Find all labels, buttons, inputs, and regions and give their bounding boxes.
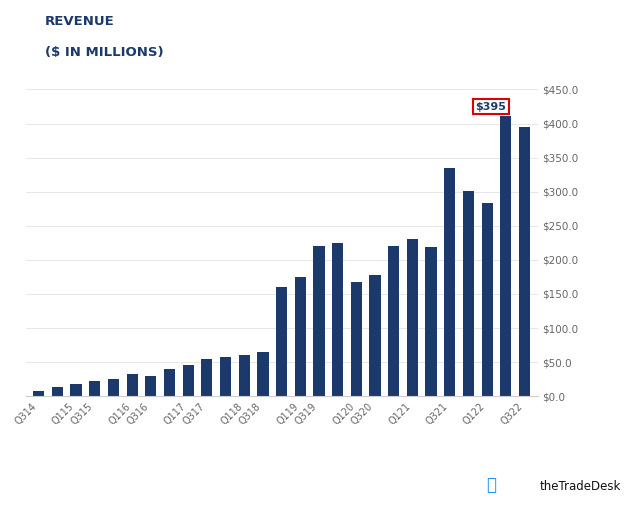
Bar bbox=[481, 203, 493, 396]
Bar bbox=[127, 374, 138, 396]
Bar bbox=[239, 355, 250, 396]
Bar bbox=[257, 352, 269, 396]
Bar bbox=[276, 287, 287, 396]
Text: ($ IN MILLIONS): ($ IN MILLIONS) bbox=[45, 46, 163, 59]
Bar bbox=[369, 275, 381, 396]
Bar bbox=[52, 387, 63, 396]
Bar bbox=[444, 168, 456, 396]
Bar bbox=[426, 247, 436, 396]
Bar bbox=[407, 239, 418, 396]
Bar bbox=[164, 369, 175, 396]
Bar bbox=[519, 127, 530, 396]
Bar bbox=[89, 381, 100, 396]
Bar bbox=[463, 191, 474, 396]
Bar bbox=[314, 246, 324, 396]
Bar bbox=[294, 277, 306, 396]
Bar bbox=[201, 359, 212, 396]
Bar bbox=[33, 391, 44, 396]
Bar bbox=[332, 243, 343, 396]
Bar bbox=[70, 384, 82, 396]
Bar bbox=[145, 376, 156, 396]
Bar bbox=[108, 378, 119, 396]
Bar bbox=[220, 358, 231, 396]
Bar bbox=[351, 282, 362, 396]
Text: $395: $395 bbox=[476, 102, 506, 111]
Bar bbox=[500, 116, 511, 396]
Bar bbox=[388, 246, 399, 396]
Bar bbox=[182, 365, 194, 396]
Text: theTradeDesk: theTradeDesk bbox=[540, 480, 621, 493]
Text: ⏻: ⏻ bbox=[486, 476, 497, 494]
Text: REVENUE: REVENUE bbox=[45, 15, 115, 28]
